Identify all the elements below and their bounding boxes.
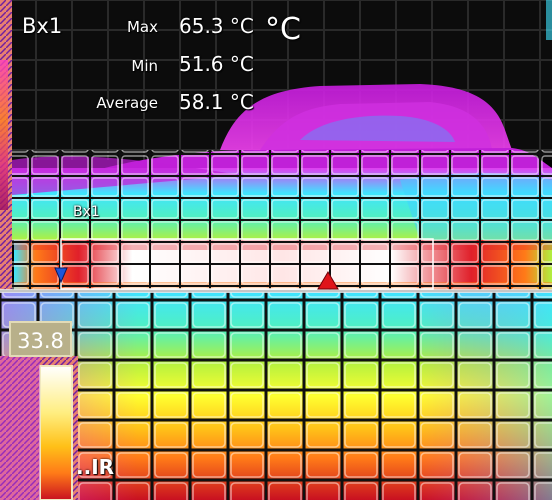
max-label: Max [126,18,158,36]
frame-rail [0,289,552,293]
brand-logo: ..IR [76,455,115,479]
scale-bar [39,365,73,500]
min-label: Min [131,57,158,75]
hot-spot-marker [317,271,339,290]
measurement-box-id: Bx1 [22,14,63,38]
min-value: 51.6 °C [179,52,254,76]
temperature-unit: °C [265,12,301,47]
cold-spot-marker [54,267,68,284]
scale-top-value: 33.8 [9,321,72,357]
max-value: 65.3 °C [179,14,254,38]
average-label: Average [96,94,158,112]
roi-box [60,238,434,290]
roi-box-label: Bx1 [73,204,100,220]
average-value: 58.1 °C [179,90,254,114]
